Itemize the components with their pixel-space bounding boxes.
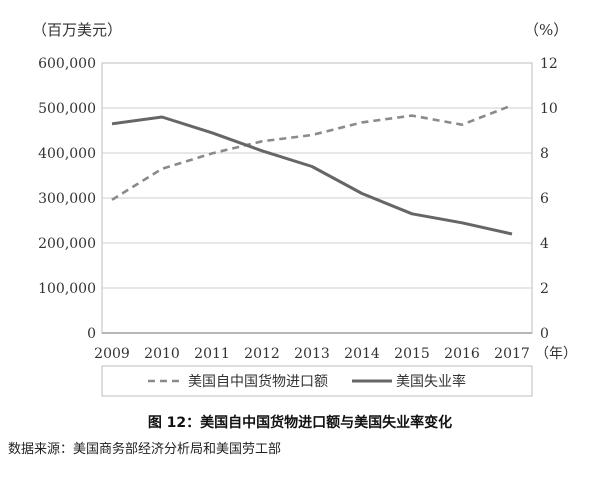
left-tick-label: 300,000 (38, 191, 96, 207)
right-tick-label: 12 (540, 56, 558, 72)
x-tick-label: 2010 (144, 346, 180, 362)
left-tick-label: 400,000 (38, 146, 96, 162)
left-axis-ticks: 0 100,000 200,000 300,000 400,000 500,000 600,… (38, 56, 96, 342)
x-tick-label: 2015 (394, 346, 430, 362)
right-tick-label: 0 (540, 326, 549, 342)
x-tick-label: 2013 (294, 346, 330, 362)
x-tick-label: 2016 (444, 346, 480, 362)
legend: 美国自中国货物进口额 美国失业率 (101, 365, 533, 397)
legend-label-unemployment: 美国失业率 (396, 373, 466, 390)
right-tick-label: 4 (540, 236, 549, 252)
x-tick-label: 2009 (94, 346, 130, 362)
data-source-note: 数据来源：美国商务部经济分析局和美国劳工部 (8, 442, 282, 457)
left-tick-label: 500,000 (38, 101, 96, 117)
x-tick-label: 2011 (194, 346, 230, 362)
right-tick-label: 6 (540, 191, 549, 207)
x-tick-label: 2012 (244, 346, 280, 362)
x-tick-label: 2017 (494, 346, 530, 362)
left-tick-label: 100,000 (38, 281, 96, 297)
right-axis-ticks: 0 2 4 6 8 10 12 (540, 56, 558, 342)
left-tick-label: 200,000 (38, 236, 96, 252)
legend-label-imports: 美国自中国货物进口额 (188, 373, 328, 390)
figure-caption: 图 12：美国自中国货物进口额与美国失业率变化 (147, 415, 453, 431)
left-tick-label: 0 (87, 326, 96, 342)
right-tick-label: 10 (540, 101, 558, 117)
right-tick-label: 2 (540, 281, 549, 297)
left-tick-label: 600,000 (38, 56, 96, 72)
left-axis-unit: （百万美元） (32, 21, 122, 39)
right-axis-unit: （%） (524, 21, 568, 39)
series-lines (111, 104, 513, 236)
x-axis-ticks: 2009 2010 2011 2012 2013 2014 2015 2016 2017 (94, 346, 530, 362)
grid-lines (102, 107, 532, 289)
unemployment-series-line (111, 115, 513, 236)
imports-series-line (111, 104, 513, 201)
x-axis-unit: （年） (535, 346, 577, 362)
x-tick-label: 2014 (344, 346, 380, 362)
dual-axis-line-chart: （百万美元） （%） 0 100,000 200,000 300,000 400,000… (32, 21, 577, 397)
right-tick-label: 8 (540, 146, 549, 162)
